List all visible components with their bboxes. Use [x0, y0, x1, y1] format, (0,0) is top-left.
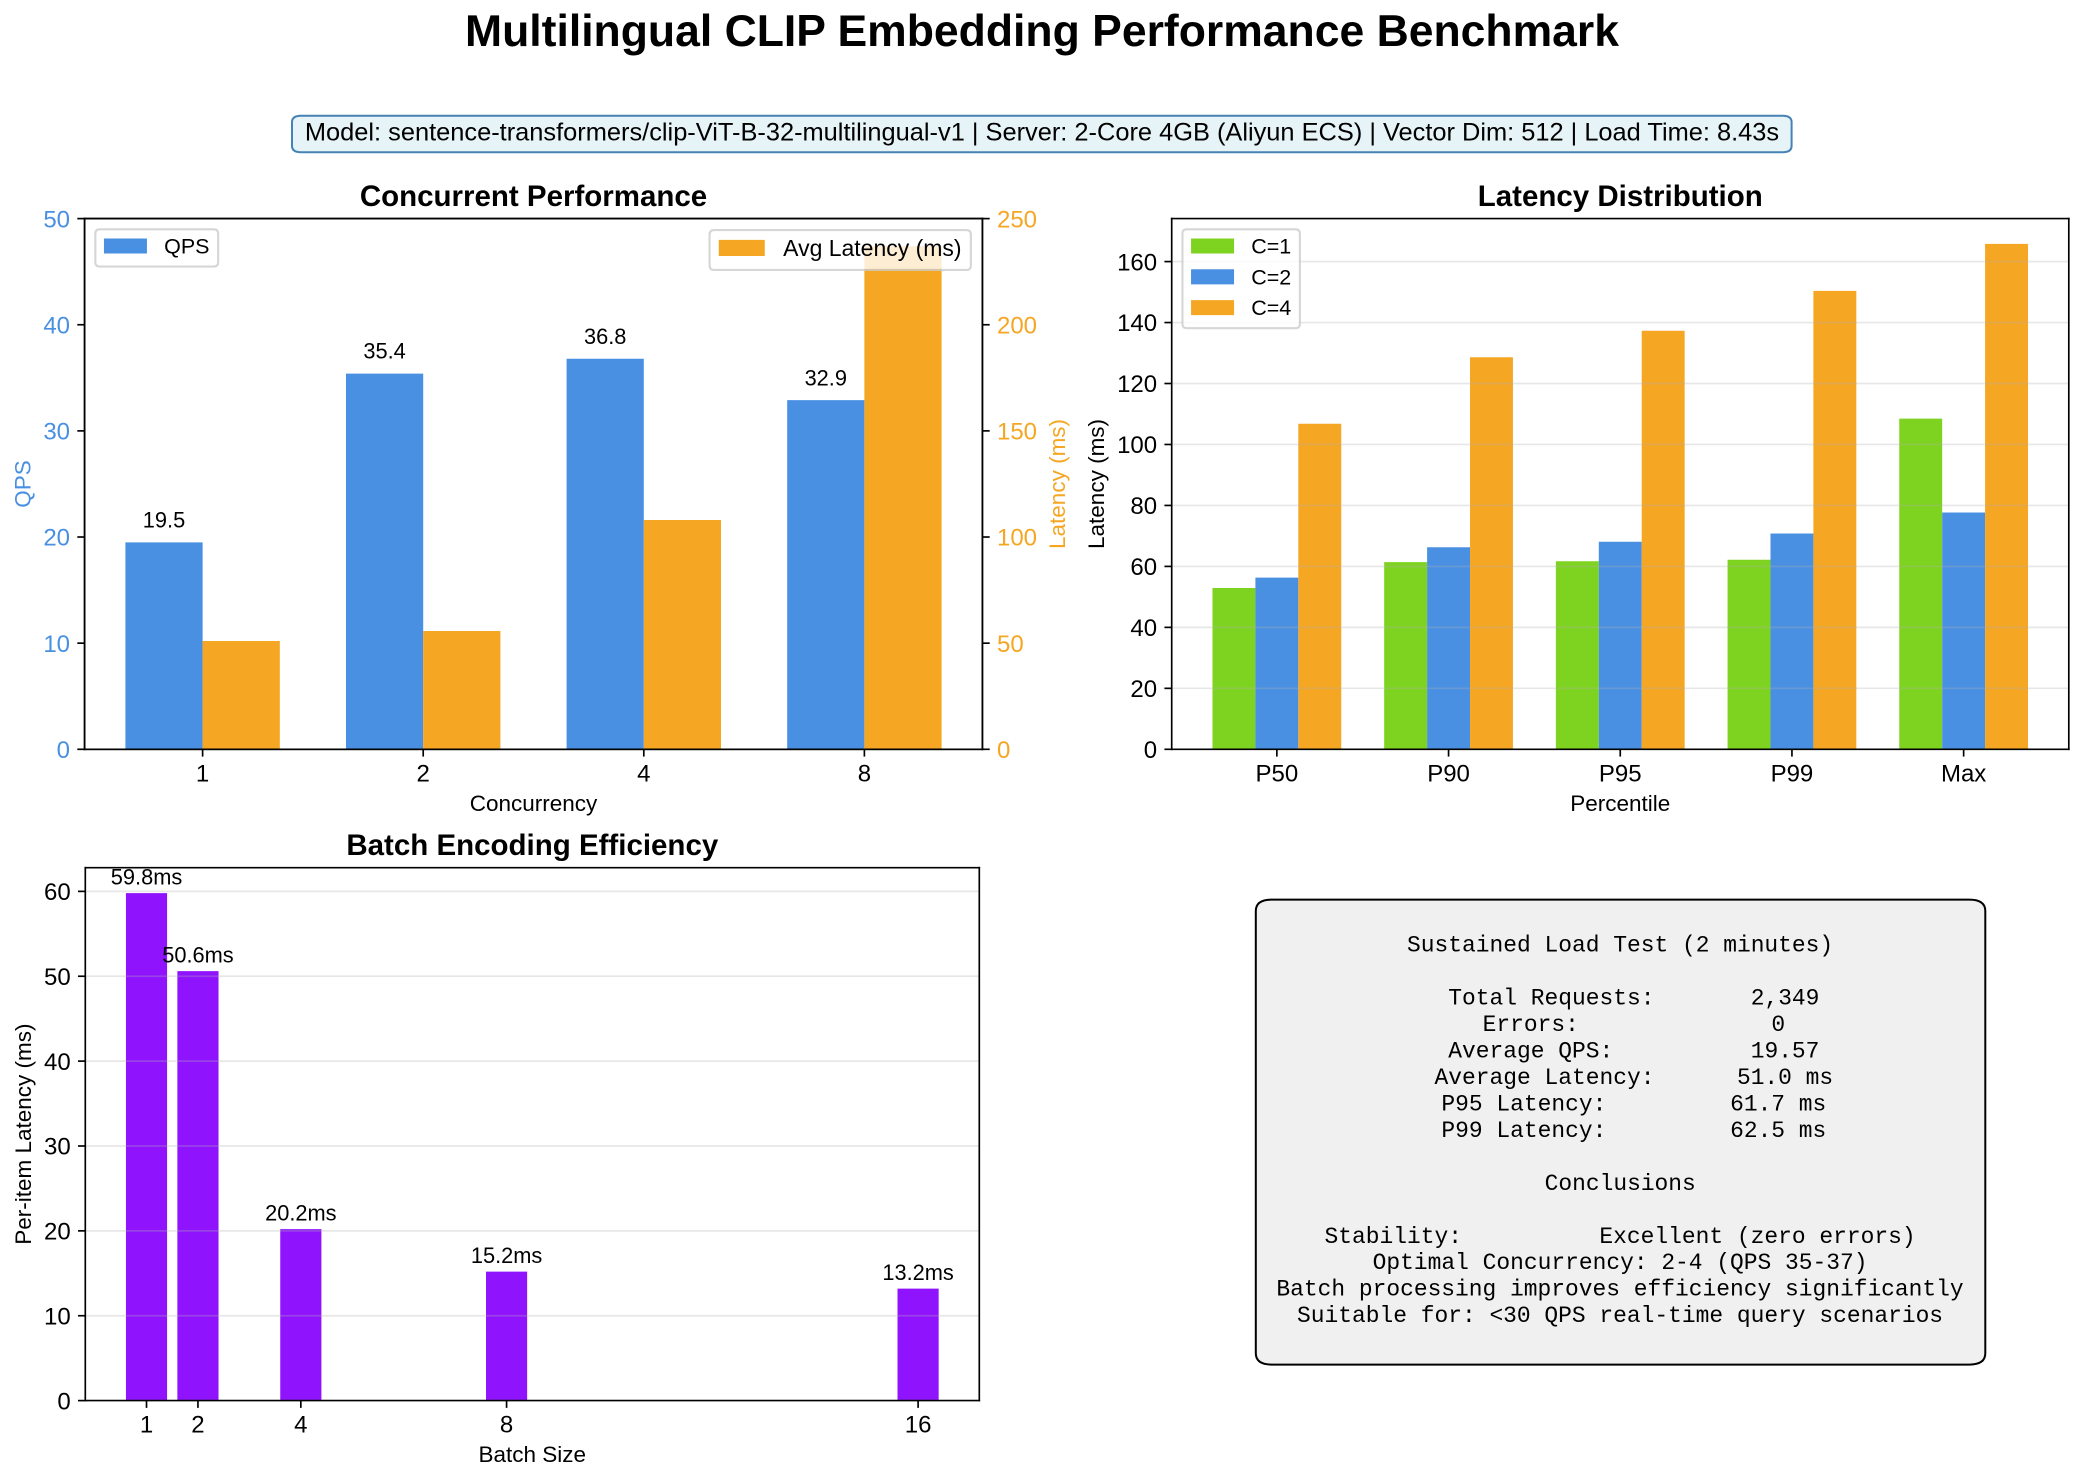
svg-text:35.4: 35.4	[363, 339, 405, 364]
svg-text:Model: sentence-transformers/c: Model: sentence-transformers/clip-ViT-B-…	[305, 119, 1779, 147]
svg-text:8: 8	[858, 760, 871, 787]
svg-text:8: 8	[500, 1412, 513, 1439]
svg-text:30: 30	[43, 419, 70, 446]
svg-text:C=2: C=2	[1251, 265, 1291, 289]
svg-text:Stability: Excellent: Stability: Excellent (zero errors)	[1325, 1224, 1916, 1250]
svg-text:150: 150	[997, 419, 1037, 446]
svg-text:4: 4	[637, 760, 650, 787]
svg-text:20: 20	[43, 525, 70, 552]
svg-text:250: 250	[997, 206, 1037, 233]
svg-text:Per-item Latency (ms): Per-item Latency (ms)	[11, 1023, 36, 1244]
svg-text:Average QPS: 19.57: Average QPS: 19.57	[1421, 1038, 1820, 1064]
svg-text:0: 0	[57, 1388, 70, 1415]
svg-text:1: 1	[196, 760, 209, 787]
svg-text:Avg Latency (ms): Avg Latency (ms)	[783, 235, 961, 261]
svg-text:P50: P50	[1256, 760, 1299, 787]
svg-text:Sustained Load Test (2 minutes: Sustained Load Test (2 minutes)	[1407, 932, 1833, 958]
svg-text:100: 100	[997, 525, 1037, 552]
svg-text:50: 50	[997, 631, 1024, 658]
svg-text:Batch Encoding Efficiency: Batch Encoding Efficiency	[346, 829, 718, 862]
svg-text:200: 200	[997, 312, 1037, 339]
svg-text:Conclusions: Conclusions	[1545, 1171, 1696, 1197]
svg-text:Latency (ms): Latency (ms)	[1045, 419, 1070, 549]
svg-text:P99: P99	[1771, 760, 1814, 787]
svg-text:Concurrency: Concurrency	[470, 791, 598, 816]
svg-text:40: 40	[44, 1049, 71, 1076]
svg-text:0: 0	[57, 737, 70, 764]
svg-text:80: 80	[1130, 493, 1157, 520]
svg-text:120: 120	[1117, 371, 1157, 398]
svg-text:60: 60	[44, 879, 71, 906]
svg-text:Total Requests: 2,349: Total Requests: 2,349	[1421, 985, 1820, 1011]
svg-text:2: 2	[191, 1412, 204, 1439]
svg-text:Percentile: Percentile	[1570, 791, 1670, 816]
svg-text:P95: P95	[1599, 760, 1642, 787]
svg-text:50.6ms: 50.6ms	[162, 943, 234, 968]
svg-text:40: 40	[43, 312, 70, 339]
svg-text:C=4: C=4	[1251, 296, 1291, 320]
svg-text:19.5: 19.5	[143, 508, 185, 533]
svg-text:Latency (ms): Latency (ms)	[1084, 419, 1109, 549]
svg-text:P95 Latency: 61.7 ms: P95 Latency: 61.7 ms	[1414, 1091, 1826, 1117]
svg-text:32.9: 32.9	[805, 365, 847, 390]
svg-text:10: 10	[43, 631, 70, 658]
svg-text:40: 40	[1130, 615, 1157, 642]
svg-text:30: 30	[44, 1134, 71, 1161]
svg-text:Optimal Concurrency: 2-4 (QPS: Optimal Concurrency: 2-4 (QPS 35-37)	[1373, 1250, 1868, 1276]
svg-text:16: 16	[905, 1412, 932, 1439]
svg-text:C=1: C=1	[1251, 235, 1291, 259]
svg-text:P99 Latency: 62.5 ms: P99 Latency: 62.5 ms	[1414, 1118, 1826, 1144]
svg-text:20: 20	[44, 1219, 71, 1246]
svg-text:20.2ms: 20.2ms	[265, 1201, 337, 1226]
svg-text:Errors: 0: Errors: 0	[1455, 1012, 1785, 1038]
svg-text:100: 100	[1117, 432, 1157, 459]
svg-text:10: 10	[44, 1303, 71, 1330]
svg-text:15.2ms: 15.2ms	[471, 1243, 543, 1268]
svg-text:50: 50	[43, 206, 70, 233]
svg-text:Concurrent Performance: Concurrent Performance	[360, 180, 707, 213]
svg-text:Average Latency: 51.0 ms: Average Latency: 51.0 ms	[1407, 1065, 1833, 1091]
svg-text:36.8: 36.8	[584, 324, 626, 349]
svg-text:P90: P90	[1427, 760, 1470, 787]
svg-text:1: 1	[140, 1412, 153, 1439]
svg-text:Batch processing improves effi: Batch processing improves efficiency sig…	[1276, 1277, 1963, 1303]
svg-text:4: 4	[294, 1412, 307, 1439]
svg-text:20: 20	[1130, 676, 1157, 703]
svg-text:0: 0	[1144, 737, 1157, 764]
svg-text:60: 60	[1130, 554, 1157, 581]
svg-text:59.8ms: 59.8ms	[111, 865, 183, 890]
svg-text:13.2ms: 13.2ms	[882, 1260, 954, 1285]
svg-text:50: 50	[44, 964, 71, 991]
svg-text:QPS: QPS	[164, 235, 209, 259]
svg-text:Multilingual CLIP Embedding Pe: Multilingual CLIP Embedding Performance …	[465, 7, 1619, 56]
svg-text:QPS: QPS	[10, 460, 35, 508]
svg-text:Batch Size: Batch Size	[479, 1442, 587, 1467]
svg-text:0: 0	[997, 737, 1010, 764]
svg-text:Max: Max	[1941, 760, 1986, 787]
svg-text:Suitable for: <30 QPS real-tim: Suitable for: <30 QPS real-time query sc…	[1297, 1303, 1943, 1329]
svg-text:140: 140	[1117, 310, 1157, 337]
svg-text:160: 160	[1117, 249, 1157, 276]
svg-text:Latency Distribution: Latency Distribution	[1478, 180, 1763, 213]
svg-text:2: 2	[417, 760, 430, 787]
